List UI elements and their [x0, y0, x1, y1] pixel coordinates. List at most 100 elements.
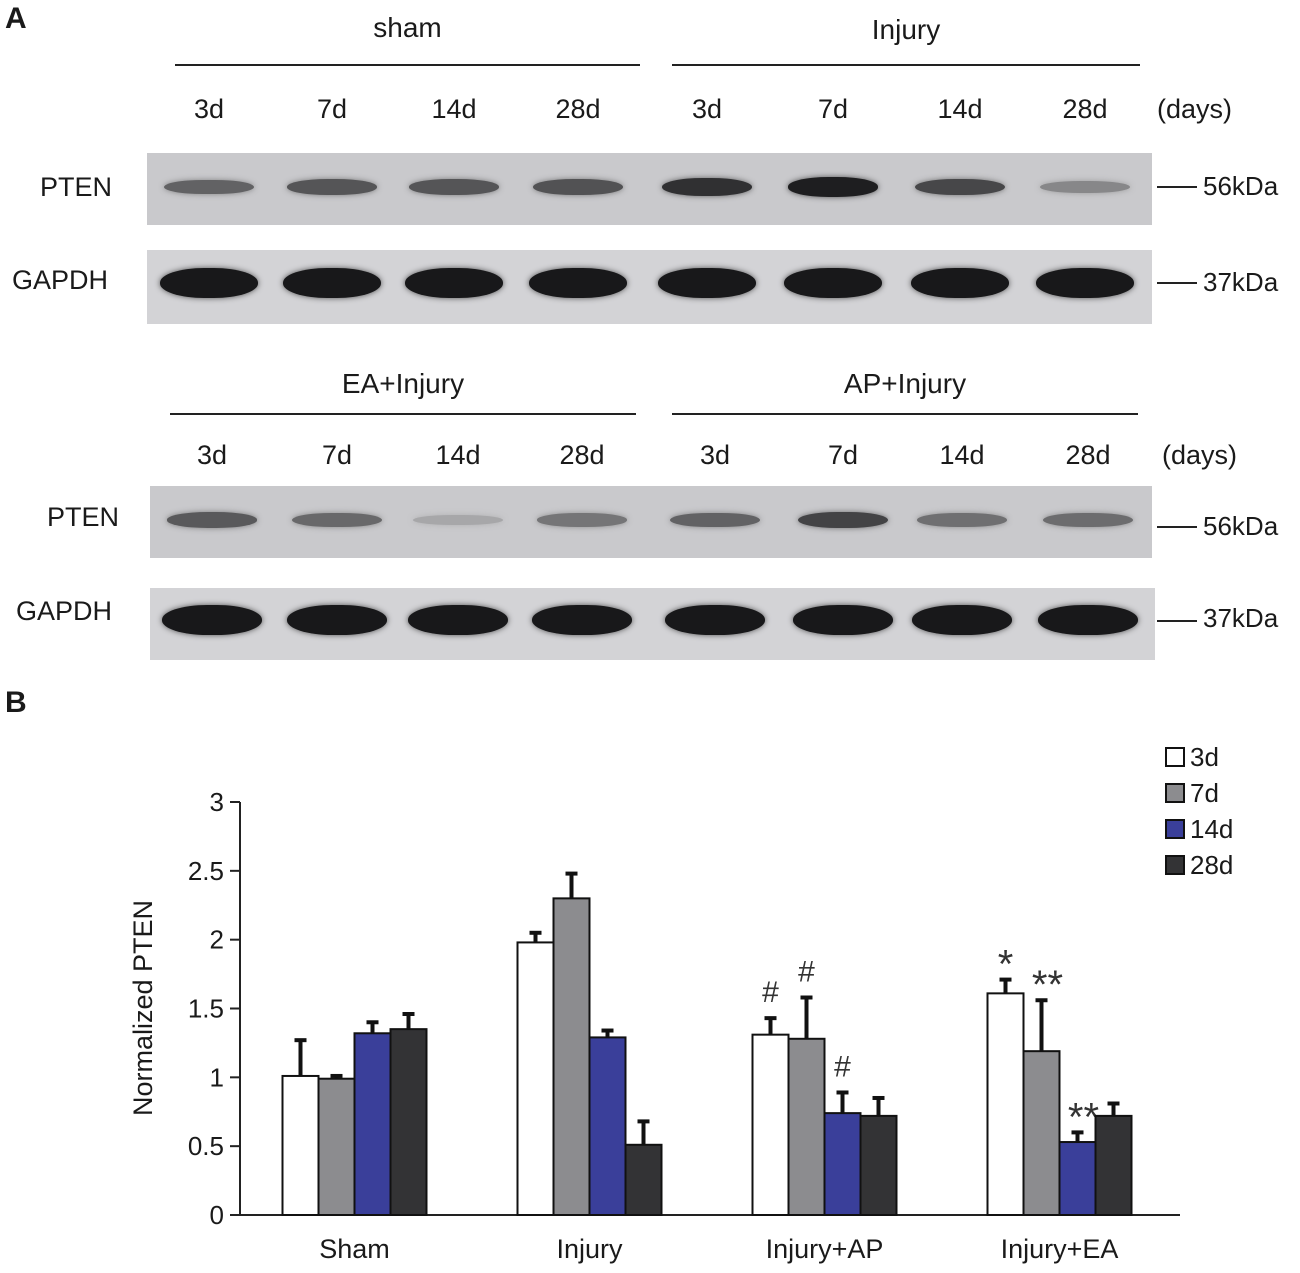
bar [389, 1028, 428, 1217]
mw-label-56-1: 56kDa [1203, 171, 1279, 201]
blot2-lane-label: 28d [1065, 440, 1111, 470]
pten-band [164, 179, 254, 195]
blot2-lane-label: 7d [827, 440, 859, 470]
bar [353, 1032, 392, 1217]
blot2-lane-label: 14d [939, 440, 985, 470]
legend-swatch [1165, 783, 1185, 803]
pten-band [662, 178, 752, 196]
pten-band [1043, 513, 1133, 527]
blot2-lane-label: 3d [699, 440, 731, 470]
legend-label: 7d [1190, 778, 1219, 808]
gapdh-band [784, 268, 882, 298]
bar [317, 1077, 356, 1216]
bar [281, 1074, 320, 1216]
blot2-lane-label: 3d [196, 440, 228, 470]
pten-band [533, 179, 623, 195]
gapdh-band [665, 605, 765, 635]
significance-mark: * [998, 943, 1014, 987]
gapdh-band [162, 605, 262, 635]
bar [552, 897, 591, 1216]
row-label-pten-2: PTEN [47, 502, 120, 532]
significance-mark: ** [1068, 1095, 1099, 1139]
pten-band [670, 512, 760, 528]
gapdh-band [160, 268, 258, 298]
significance-mark: # [834, 1050, 851, 1083]
y-axis-title: Normalized PTEN [128, 900, 158, 1116]
gapdh-band [793, 605, 893, 635]
blot1-lane-label: 3d [193, 94, 225, 124]
days-label-1: (days) [1157, 94, 1233, 124]
bar [859, 1114, 898, 1217]
legend-label: 14d [1190, 814, 1233, 844]
gapdh-band [911, 268, 1009, 298]
gapdh-band [283, 268, 381, 298]
row-label-gapdh-2: GAPDH [16, 596, 113, 626]
panel-a-letter: A [5, 2, 27, 35]
group-label-ap-injury: AP+Injury [843, 368, 967, 399]
pten-band [292, 512, 382, 528]
bar [1022, 1050, 1061, 1216]
blot1-lane-label: 3d [691, 94, 723, 124]
pten-band [537, 513, 627, 527]
group-line-injury [672, 64, 1140, 66]
mw-tick-37-1 [1157, 282, 1197, 284]
mw-tick-56-2 [1157, 526, 1197, 528]
x-category-label: Injury+EA [1001, 1234, 1119, 1264]
pten-band [915, 178, 1005, 196]
gapdh-band [405, 268, 503, 298]
y-tick-label: 2.5 [188, 856, 224, 886]
bar [624, 1143, 663, 1217]
panel-b-letter: B [5, 686, 27, 719]
group-line-sham [175, 64, 640, 66]
significance-mark: # [798, 955, 815, 988]
y-tick-label: 3 [210, 787, 224, 817]
row-label-gapdh-1: GAPDH [12, 265, 109, 295]
days-label-2: (days) [1162, 440, 1238, 470]
pten-band [788, 177, 878, 197]
x-category-label: Injury [556, 1234, 623, 1264]
legend-label: 28d [1190, 850, 1233, 880]
group-label-sham: sham [373, 12, 442, 43]
mw-tick-56-1 [1157, 186, 1197, 188]
blot2-lane-label: 28d [559, 440, 605, 470]
blot1-lane-label: 7d [817, 94, 849, 124]
group-label-ea-injury: EA+Injury [341, 368, 465, 399]
bar [1058, 1141, 1097, 1216]
bar [823, 1112, 862, 1217]
mw-label-37-1: 37kDa [1203, 267, 1279, 297]
legend-swatch [1165, 819, 1185, 839]
group-label-injury: Injury [871, 14, 941, 45]
bar [516, 941, 555, 1216]
gapdh-band [287, 605, 387, 635]
y-tick-label: 1.5 [188, 994, 224, 1024]
x-category-label: Sham [319, 1234, 390, 1264]
blot1-lane-label: 7d [316, 94, 348, 124]
blot1-lane-label: 28d [555, 94, 601, 124]
y-tick-label: 1 [210, 1062, 224, 1092]
significance-mark: # [762, 976, 779, 1009]
blot2-lane-label: 14d [435, 440, 481, 470]
pten-band [287, 179, 377, 195]
gapdh-band [408, 605, 508, 635]
y-tick-label: 0 [210, 1200, 224, 1230]
pten-band [917, 513, 1007, 527]
legend-swatch [1165, 855, 1185, 875]
bar [588, 1036, 627, 1217]
mw-tick-37-2 [1157, 620, 1197, 622]
gapdh-band [529, 268, 627, 298]
mw-label-56-2: 56kDa [1203, 511, 1279, 541]
bar [986, 992, 1025, 1217]
gapdh-band [1038, 605, 1138, 635]
pten-band [798, 511, 888, 529]
gapdh-band [1036, 268, 1134, 298]
blot2-lane-label: 7d [321, 440, 353, 470]
y-tick-label: 0.5 [188, 1131, 224, 1161]
blot1-lane-label: 14d [431, 94, 477, 124]
gapdh-band [912, 605, 1012, 635]
mw-label-37-2: 37kDa [1203, 603, 1279, 633]
blot1-lane-label: 28d [1062, 94, 1108, 124]
legend-label: 3d [1190, 742, 1219, 772]
bar [751, 1033, 790, 1216]
gapdh-band [532, 605, 632, 635]
